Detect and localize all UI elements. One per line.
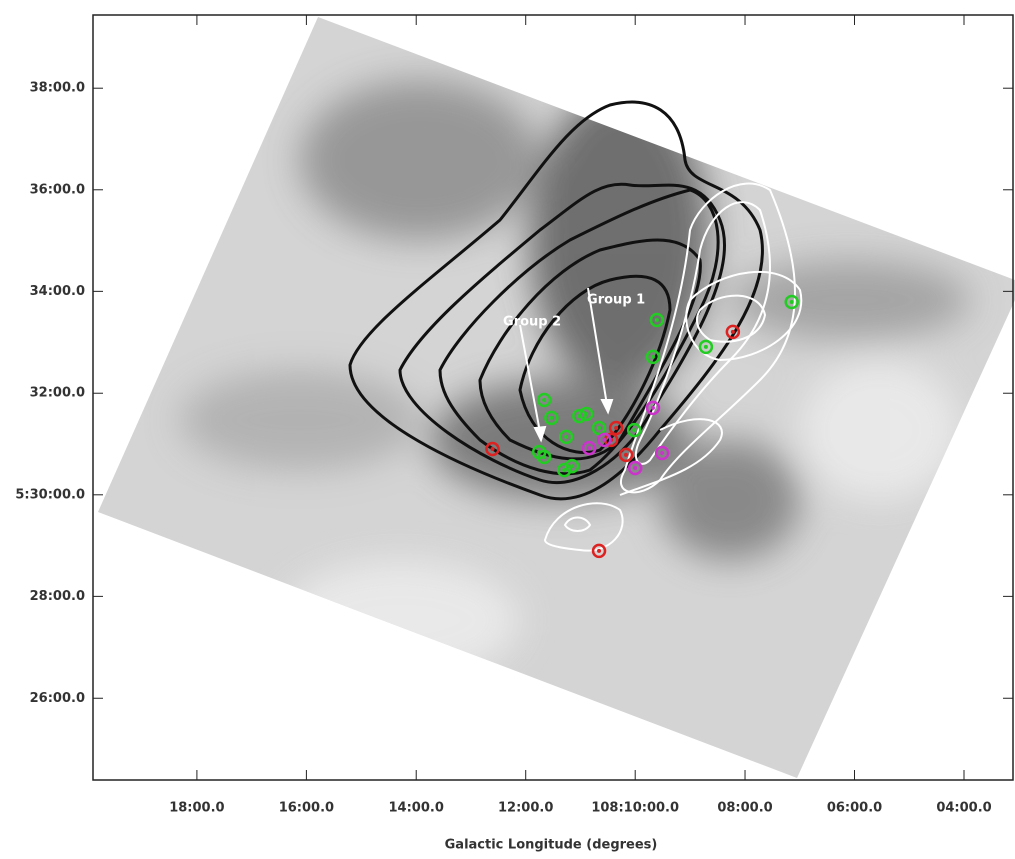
source-marker-core <box>584 412 588 416</box>
source-marker-core <box>660 451 664 455</box>
source-marker-core <box>542 455 546 459</box>
y-tick-label: 36:00.0 <box>30 182 85 197</box>
x-tick-label: 18:00.0 <box>169 801 224 816</box>
nebula-image <box>90 10 1015 790</box>
annotation: Group 1 <box>587 292 645 307</box>
y-tick-label: 28:00.0 <box>30 589 85 604</box>
source-marker-core <box>651 355 655 359</box>
x-tick-label: 04:00.0 <box>936 801 991 816</box>
annotation: Group 2 <box>503 314 561 329</box>
y-tick-label: 34:00.0 <box>30 284 85 299</box>
x-tick-label: 108:10:00.0 <box>591 801 679 816</box>
x-tick-label: 06:00.0 <box>827 801 882 816</box>
x-tick-label: 16:00.0 <box>279 801 334 816</box>
source-marker-core <box>632 428 636 432</box>
source-marker-core <box>587 446 591 450</box>
source-marker-core <box>731 330 735 334</box>
x-tick-label: 12:00.0 <box>498 801 553 816</box>
source-marker-core <box>542 398 546 402</box>
source-marker-core <box>490 447 494 451</box>
source-marker-core <box>655 318 659 322</box>
chart: Galactic Longitude (degrees) 18:00.0 16:0… <box>0 0 1015 855</box>
x-axis-label: Galactic Longitude (degrees) <box>445 838 658 853</box>
source-marker-core <box>624 453 628 457</box>
source-marker-core <box>614 426 618 430</box>
source-marker-core <box>549 416 553 420</box>
source-marker-core <box>651 406 655 410</box>
y-tick-label: 32:00.0 <box>30 386 85 401</box>
source-marker-core <box>633 466 637 470</box>
y-tick-label: 26:00.0 <box>30 691 85 706</box>
source-marker-core <box>564 435 568 439</box>
source-marker-core <box>602 438 606 442</box>
y-tick-label: 38:00.0 <box>30 81 85 96</box>
x-tick-label: 08:00.0 <box>717 801 772 816</box>
source-marker-core <box>570 464 574 468</box>
source-marker-core <box>704 345 708 349</box>
source-marker-core <box>790 300 794 304</box>
source-marker-core <box>597 426 601 430</box>
x-tick-label: 14:00.0 <box>389 801 444 816</box>
y-tick-label: 5:30:00.0 <box>15 487 85 502</box>
source-marker-core <box>597 549 601 553</box>
